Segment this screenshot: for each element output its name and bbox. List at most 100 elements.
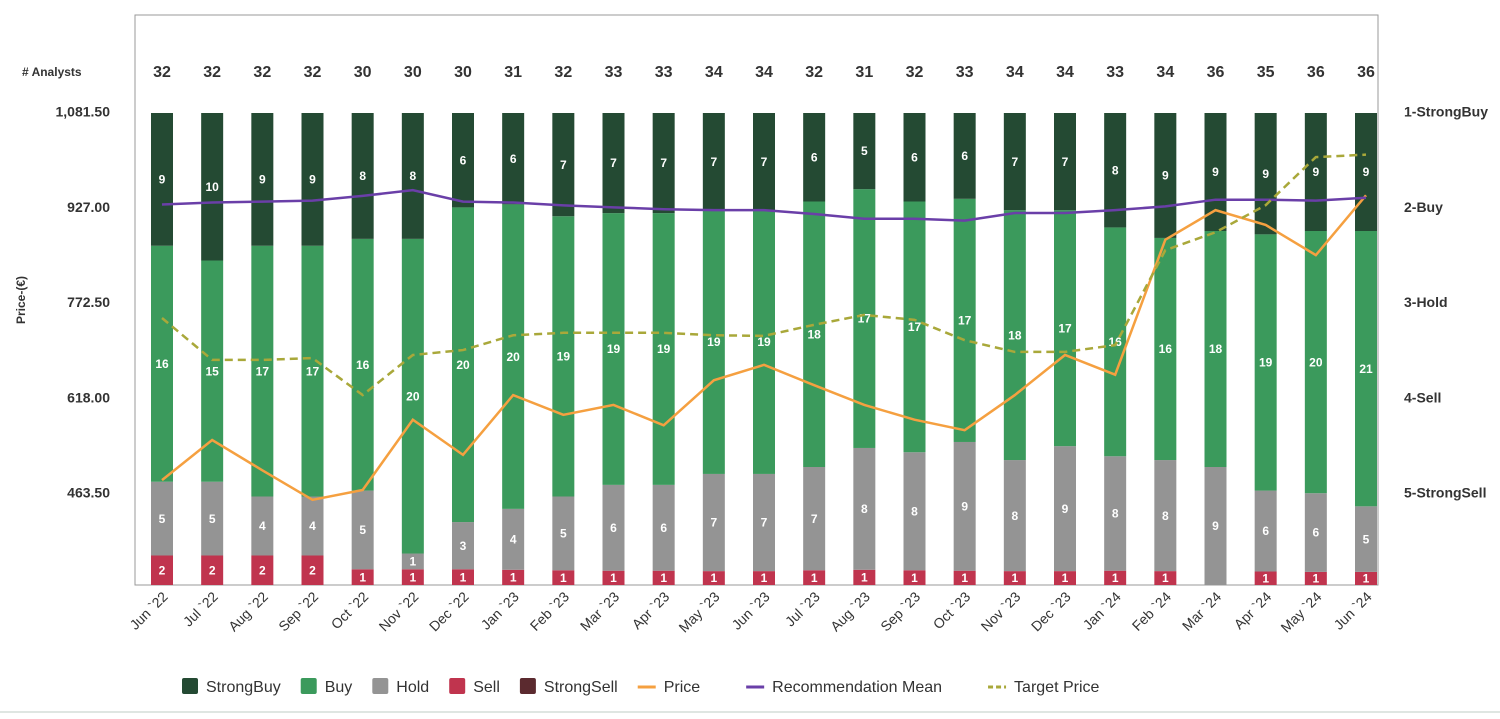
bar-value-label: 19 [607, 342, 621, 356]
legend-label: Target Price [1014, 679, 1099, 696]
analyst-count: 33 [655, 64, 673, 81]
bar-value-label: 19 [1259, 356, 1273, 370]
bar-segment [151, 555, 173, 585]
bar-value-label: 1 [1062, 571, 1069, 585]
bar-segment [1304, 571, 1327, 585]
bar-segment [1003, 113, 1026, 211]
x-tick-label: Jun `24 [1330, 588, 1374, 632]
bar-segment [1104, 113, 1127, 228]
bar-value-label: 8 [409, 169, 416, 183]
bar-value-label: 8 [359, 169, 366, 183]
bar-value-label: 19 [657, 342, 671, 356]
x-tick-label: Nov `22 [376, 588, 422, 634]
bar-value-label: 1 [911, 571, 918, 585]
analyst-count: 30 [404, 64, 422, 81]
legend-label: Buy [325, 679, 353, 696]
x-tick-label: Apr `24 [1231, 588, 1275, 632]
y-tick-label: 1,081.50 [56, 104, 111, 120]
bar-segment [953, 570, 976, 585]
bar-segment [953, 198, 976, 442]
series-line [161, 194, 1367, 502]
legend-label: Price [664, 679, 701, 696]
bar-value-label: 16 [356, 358, 370, 372]
bar-value-label: 9 [1312, 165, 1319, 179]
bar-value-label: 1 [610, 571, 617, 585]
bar-segment [903, 201, 926, 453]
bar-value-label: 15 [205, 364, 219, 378]
bar-segment [753, 473, 775, 572]
bar-segment [853, 113, 876, 190]
bar-segment [1204, 467, 1227, 585]
x-tick-label: Apr `23 [629, 588, 673, 632]
bar-value-label: 19 [557, 350, 571, 364]
y-tick-label: 927.00 [67, 199, 110, 215]
bar-value-label: 8 [1112, 163, 1119, 177]
bar-segment [251, 496, 274, 556]
bar-value-label: 5 [359, 523, 366, 537]
bar-value-label: 17 [1058, 321, 1072, 335]
bar-value-label: 5 [159, 512, 166, 526]
bar-segment [903, 452, 926, 571]
bar-value-label: 9 [961, 500, 968, 514]
analyst-count: 36 [1307, 64, 1325, 81]
bar-segment [1003, 460, 1026, 572]
bar-segment [552, 496, 575, 571]
bar-value-label: 2 [259, 563, 266, 577]
analysts-label: # Analysts [22, 65, 82, 79]
analyst-count: 36 [1357, 64, 1375, 81]
x-tick-label: Jan `24 [1080, 588, 1124, 632]
y2-tick-label: 1-StrongBuy [1404, 104, 1488, 120]
bar-value-label: 7 [1011, 155, 1018, 169]
bar-value-label: 7 [710, 155, 717, 169]
bar-value-label: 6 [660, 521, 667, 535]
bar-segment [502, 508, 525, 570]
bar-value-label: 16 [155, 357, 169, 371]
bar-value-label: 1 [761, 571, 768, 585]
bar-value-label: 7 [761, 155, 768, 169]
bar-segment [351, 569, 374, 585]
bar-value-label: 1 [710, 571, 717, 585]
bar-segment [1104, 227, 1127, 457]
bar-value-label: 6 [911, 150, 918, 164]
bar-segment [903, 113, 926, 202]
x-tick-label: Sep `23 [877, 588, 923, 634]
legend-label: Hold [396, 679, 429, 696]
bar-value-label: 1 [1312, 572, 1319, 586]
bar-segment [301, 245, 324, 497]
bar-segment [502, 204, 525, 509]
analyst-count: 32 [253, 64, 271, 81]
bar-value-label: 9 [1212, 519, 1219, 533]
analyst-count: 32 [554, 64, 572, 81]
bar-value-label: 19 [757, 335, 771, 349]
bar-segment [351, 238, 374, 491]
analyst-count: 33 [605, 64, 623, 81]
bar-value-label: 19 [707, 335, 721, 349]
legend-label: StrongBuy [206, 679, 281, 696]
bar-value-label: 1 [359, 570, 366, 584]
bar-value-label: 6 [610, 521, 617, 535]
x-tick-label: Jul `22 [180, 588, 221, 629]
bar-segment [803, 570, 826, 585]
analyst-count: 35 [1257, 64, 1275, 81]
bar-value-label: 18 [807, 327, 821, 341]
bar-value-label: 8 [1112, 507, 1119, 521]
bar-value-label: 1 [961, 571, 968, 585]
bar-segment [1355, 231, 1377, 507]
bar-segment [1204, 231, 1227, 467]
bar-segment [301, 555, 324, 585]
x-tick-label: May `23 [675, 588, 722, 635]
legend-swatch [372, 678, 389, 694]
bar-value-label: 8 [911, 504, 918, 518]
bar-value-label: 7 [811, 512, 818, 526]
x-tick-label: Jun `23 [728, 588, 772, 632]
bar-value-label: 6 [510, 152, 517, 166]
bar-value-label: 3 [460, 539, 467, 553]
bar-value-label: 7 [710, 516, 717, 530]
analyst-count: 32 [906, 64, 924, 81]
bar-segment [351, 113, 374, 239]
analyst-count: 36 [1207, 64, 1225, 81]
bar-segment [401, 238, 424, 554]
bar-value-label: 1 [1162, 571, 1169, 585]
analyst-count: 33 [956, 64, 974, 81]
x-tick-label: Mar `23 [577, 588, 623, 634]
